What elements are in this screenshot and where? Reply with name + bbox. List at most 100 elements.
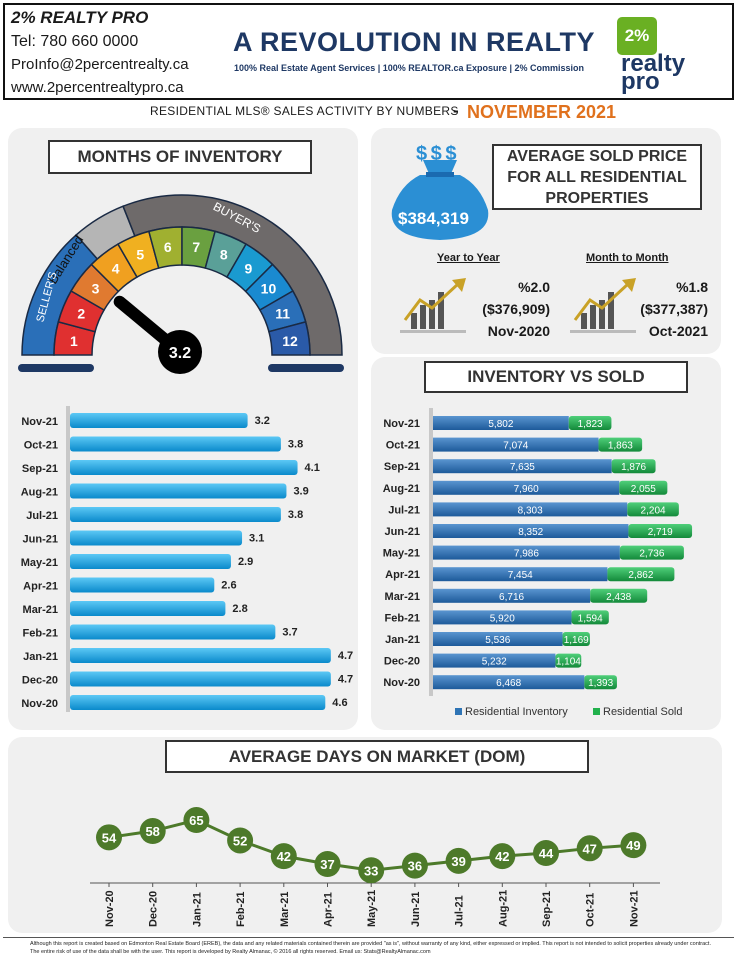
ivs-sold-bar [571, 610, 609, 625]
moi-data-label: 3.7 [282, 627, 297, 639]
ivs-sold-bar [562, 632, 590, 646]
mom-previous-price: ($377,387) [640, 301, 708, 317]
ivs-sold-bar [590, 588, 648, 603]
ivs-category-label: Sep-21 [384, 461, 420, 473]
disclaimer-footer: Although this report is created based on… [30, 941, 711, 955]
moi-data-label: 2.8 [232, 603, 247, 615]
average-price-title-line3: PROPERTIES [545, 189, 649, 207]
moi-bar [70, 577, 215, 593]
ivs-inventory-label: 5,232 [482, 657, 507, 668]
ivs-inventory-label: 7,074 [503, 441, 528, 452]
dom-category-label: Nov-21 [628, 890, 640, 927]
logo-word-pro: pro [621, 68, 660, 95]
ivs-inventory-label: 8,303 [518, 505, 543, 516]
ivs-sold-label: 1,594 [578, 613, 603, 624]
header-banner: 2% REALTY PRO Tel: 780 660 0000 ProInfo@… [3, 3, 734, 100]
dom-point [358, 857, 385, 884]
moi-data-label: 3.2 [255, 415, 270, 427]
ivs-inventory-bar [433, 502, 628, 517]
dom-data-label: 36 [408, 859, 422, 874]
phone-text: Tel: 780 660 0000 [11, 33, 139, 50]
ivs-category-label: Jan-21 [385, 634, 420, 646]
ivs-sold-bar [627, 502, 679, 517]
moi-data-label: 2.9 [238, 556, 253, 568]
brand-name: 2% REALTY PRO [11, 8, 149, 27]
moi-data-label: 3.8 [288, 509, 303, 521]
dollar-signs-icon: $ $ $ [416, 143, 456, 165]
average-price-title-line1: AVERAGE SOLD PRICE [506, 147, 688, 165]
ivs-sold-label: 1,169 [564, 635, 589, 646]
moi-bar [70, 624, 276, 640]
dom-data-label: 54 [102, 830, 117, 845]
moi-data-label: 3.1 [249, 533, 264, 545]
ivs-inventory-bar [433, 632, 563, 646]
moi-data-label: 4.6 [332, 697, 347, 709]
moi-category-label: Nov-20 [21, 698, 58, 710]
ivs-inventory-label: 7,635 [510, 462, 535, 473]
dom-category-label: Jul-21 [454, 895, 466, 927]
ivs-inventory-label: 5,920 [490, 613, 515, 624]
ivs-inventory-label: 6,716 [499, 592, 524, 603]
ivs-sold-label: 2,736 [639, 549, 664, 560]
moi-category-label: Aug-21 [21, 487, 58, 499]
ivs-sold-label: 1,876 [621, 462, 646, 473]
dom-point [533, 840, 559, 867]
dom-point [445, 847, 472, 874]
moi-bar [70, 530, 243, 546]
dom-data-label: 42 [495, 849, 509, 864]
ivs-axis [429, 408, 433, 696]
dom-category-label: Mar-21 [279, 892, 291, 927]
email-text: ProInfo@2percentrealty.ca [11, 56, 189, 73]
moi-data-label: 4.7 [338, 674, 353, 686]
days-on-market-title: AVERAGE DAYS ON MARKET (DOM) [165, 740, 589, 773]
ivs-sold-bar [628, 524, 693, 538]
ivs-category-label: May-21 [383, 548, 420, 560]
ivs-category-label: Feb-21 [385, 612, 420, 624]
dom-data-label: 52 [233, 833, 247, 848]
dom-point [270, 843, 297, 870]
ivs-sold-bar [611, 459, 656, 474]
ivs-inventory-label: 5,802 [488, 419, 513, 430]
dom-category-label: Aug-21 [497, 890, 509, 927]
ivs-inventory-bar [433, 653, 556, 668]
moi-bar [70, 671, 331, 687]
moi-category-label: Jun-21 [23, 534, 58, 546]
average-price-title: AVERAGE SOLD PRICE FOR ALL RESIDENTIAL P… [492, 144, 702, 210]
tagline: 100% Real Estate Agent Services | 100% R… [234, 63, 585, 73]
dom-point [576, 835, 603, 862]
moi-category-label: Dec-20 [22, 675, 58, 687]
ivs-sold-label: 1,104 [556, 657, 581, 668]
average-price-value: $384,319 [398, 209, 469, 228]
dom-point [314, 851, 341, 878]
yoy-percent: %2.0 [518, 279, 550, 295]
ivs-sold-bar [619, 545, 684, 560]
dom-data-label: 58 [145, 824, 159, 839]
ivs-category-label: Nov-20 [383, 677, 420, 689]
ivs-sold-label: 2,719 [648, 527, 673, 538]
moi-category-label: Jul-21 [26, 510, 58, 522]
ivs-inventory-bar [433, 588, 591, 603]
moi-data-label: 3.8 [288, 439, 303, 451]
moi-bar [70, 601, 226, 616]
average-price-title-line2: FOR ALL RESIDENTIAL [507, 168, 687, 186]
moi-data-label: 4.1 [305, 462, 320, 474]
dom-data-label: 39 [451, 854, 465, 869]
moi-data-label: 3.9 [293, 486, 308, 498]
ivs-inventory-bar [433, 610, 572, 625]
mom-period: Oct-2021 [648, 323, 708, 339]
moi-bar [70, 483, 287, 499]
moi-category-label: Mar-21 [23, 604, 58, 616]
ivs-inventory-bar [433, 437, 599, 452]
report-subtitle: RESIDENTIAL MLS® SALES ACTIVITY BY NUMBE… [150, 104, 459, 118]
ivs-inventory-bar [433, 567, 608, 582]
moi-bar [70, 554, 231, 569]
dom-point [401, 852, 428, 879]
ivs-sold-label: 1,393 [588, 678, 613, 689]
logo-word-realty: realty [621, 50, 686, 77]
dom-category-label: Dec-20 [148, 891, 160, 927]
ivs-sold-label: 2,438 [606, 592, 631, 603]
ivs-sold-bar [598, 437, 643, 452]
legend-sold-swatch [593, 708, 600, 715]
dom-data-label: 42 [277, 849, 291, 864]
realty-pro-logo: 2% realty pro [617, 17, 689, 95]
